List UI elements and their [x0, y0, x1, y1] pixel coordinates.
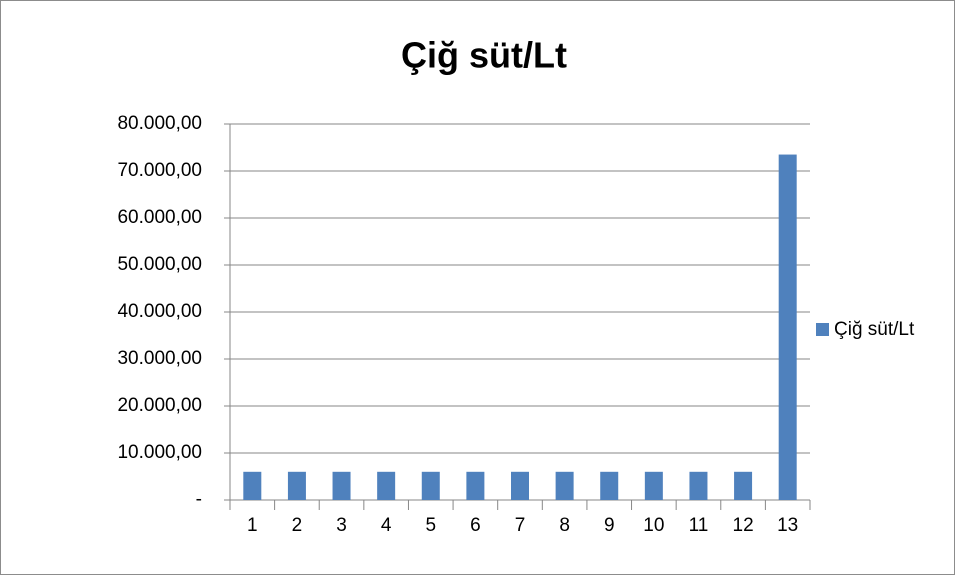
x-tick-label: 6: [470, 515, 481, 536]
x-tick-label: 4: [381, 515, 392, 536]
y-tick-label: 20.000,00: [117, 395, 202, 416]
y-tick-label: 70.000,00: [117, 160, 202, 181]
bar: [466, 471, 485, 500]
bar: [243, 471, 262, 500]
y-tick-label: 60.000,00: [117, 207, 202, 228]
x-tick-label: 10: [643, 515, 664, 536]
x-tick-label: 5: [425, 515, 436, 536]
x-tick-label: 12: [733, 515, 754, 536]
x-tick-label: 2: [292, 515, 303, 536]
y-tick-label: 10.000,00: [117, 442, 202, 463]
bar: [377, 471, 396, 500]
chart-title: Çiğ süt/Lt: [401, 35, 567, 76]
bar: [332, 471, 351, 500]
x-tick-label: 11: [689, 515, 709, 536]
y-tick-label: 40.000,00: [117, 301, 202, 322]
legend-swatch: [816, 323, 829, 336]
y-tick-label: 30.000,00: [117, 348, 202, 369]
legend-label: Çiğ süt/Lt: [834, 319, 915, 340]
bar: [600, 471, 619, 500]
x-tick-label: 9: [604, 515, 615, 536]
bar: [644, 471, 663, 500]
bar: [511, 471, 529, 500]
bar: [287, 471, 306, 500]
y-tick-label: 50.000,00: [117, 254, 202, 275]
x-tick-label: 3: [336, 515, 347, 536]
bar: [555, 471, 574, 500]
x-tick-label: 8: [559, 515, 570, 536]
y-tick-label: -: [196, 489, 202, 510]
y-tick-label: 80.000,00: [117, 113, 202, 134]
x-tick-label: 13: [777, 515, 798, 536]
bar: [734, 471, 753, 500]
x-tick-label: 1: [247, 515, 258, 536]
bar: [778, 154, 797, 501]
bar: [689, 471, 708, 500]
bar: [421, 471, 440, 500]
x-tick-label: 7: [515, 515, 526, 536]
